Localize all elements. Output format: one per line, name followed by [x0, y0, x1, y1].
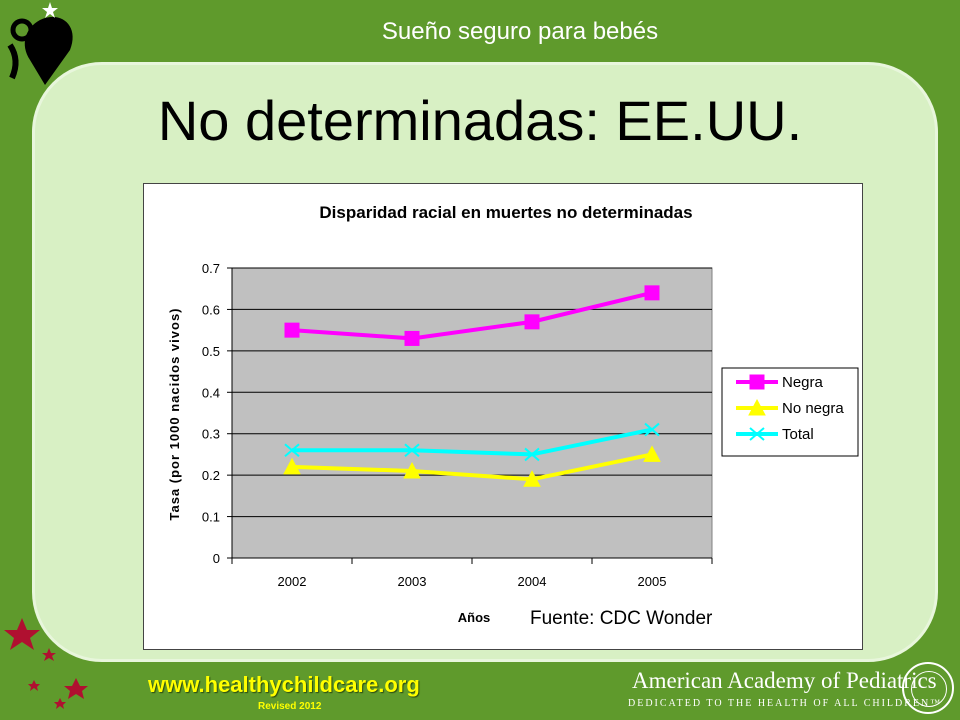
x-tick-label: 2004 — [518, 574, 547, 589]
data-point — [524, 447, 540, 462]
data-point — [284, 443, 300, 458]
legend-marker — [749, 427, 765, 441]
organization-tagline: DEDICATED TO THE HEALTH OF ALL CHILDREN™ — [628, 698, 943, 709]
plot-area — [231, 267, 713, 559]
chart-legend: Negra No negra Total — [721, 367, 859, 457]
x-tick-label: 2002 — [278, 574, 307, 589]
y-tick-label: 0.1 — [202, 510, 220, 525]
legend-marker — [749, 374, 765, 390]
data-point — [644, 285, 660, 301]
data-point — [523, 470, 541, 487]
x-tick-label: 2005 — [638, 574, 667, 589]
data-point — [284, 322, 300, 338]
data-point — [404, 443, 420, 458]
legend-label: Negra — [782, 374, 824, 391]
y-tick-label: 0.4 — [202, 385, 220, 400]
slide-title: No determinadas: EE.UU. — [157, 89, 803, 152]
data-point — [283, 457, 301, 475]
revision-note: Revised 2012 — [258, 701, 322, 712]
y-axis: 0 0.1 0.2 0.3 0.4 0.5 0.6 0.7 — [202, 261, 233, 566]
series-line — [291, 290, 653, 341]
x-tick-label: 2003 — [398, 574, 427, 589]
legend-marker — [748, 398, 766, 416]
y-tick-label: 0.5 — [202, 344, 220, 359]
series-line — [292, 427, 653, 457]
presentation-topic: Sueño seguro para bebés — [381, 18, 659, 45]
series-line — [291, 452, 653, 482]
x-axis-label: Años — [458, 610, 491, 625]
y-tick-label: 0.3 — [202, 427, 220, 442]
chart-title: Disparidad racial en muertes no determin… — [319, 203, 692, 222]
data-point — [403, 461, 421, 479]
healthy-child-care-logo — [7, 2, 73, 85]
chart-container: Disparidad racial en muertes no determin… — [143, 183, 863, 650]
y-tick-label: 0.6 — [202, 302, 220, 317]
legend-label: Total — [782, 426, 814, 443]
x-axis: 2002 2003 2004 2005 — [231, 557, 713, 589]
line-chart: Disparidad racial en muertes no determin… — [167, 203, 859, 629]
data-point — [644, 422, 660, 437]
data-point — [643, 445, 661, 462]
y-axis-label: Tasa (por 1000 nacidos vivos) — [167, 308, 182, 521]
legend-label: No negra — [782, 400, 844, 417]
data-point — [404, 330, 420, 346]
aap-seal-icon — [902, 662, 954, 714]
series-layer — [283, 285, 661, 487]
organization-name: American Academy of Pediatrics — [632, 668, 937, 693]
y-tick-label: 0.7 — [202, 261, 220, 276]
chart-source-note: Fuente: CDC Wonder — [530, 608, 713, 629]
website-link[interactable]: www.healthychildcare.org — [148, 672, 420, 697]
data-point — [524, 314, 540, 330]
decorative-stars — [4, 618, 88, 709]
y-tick-label: 0 — [213, 551, 220, 566]
y-tick-label: 0.2 — [202, 468, 220, 483]
